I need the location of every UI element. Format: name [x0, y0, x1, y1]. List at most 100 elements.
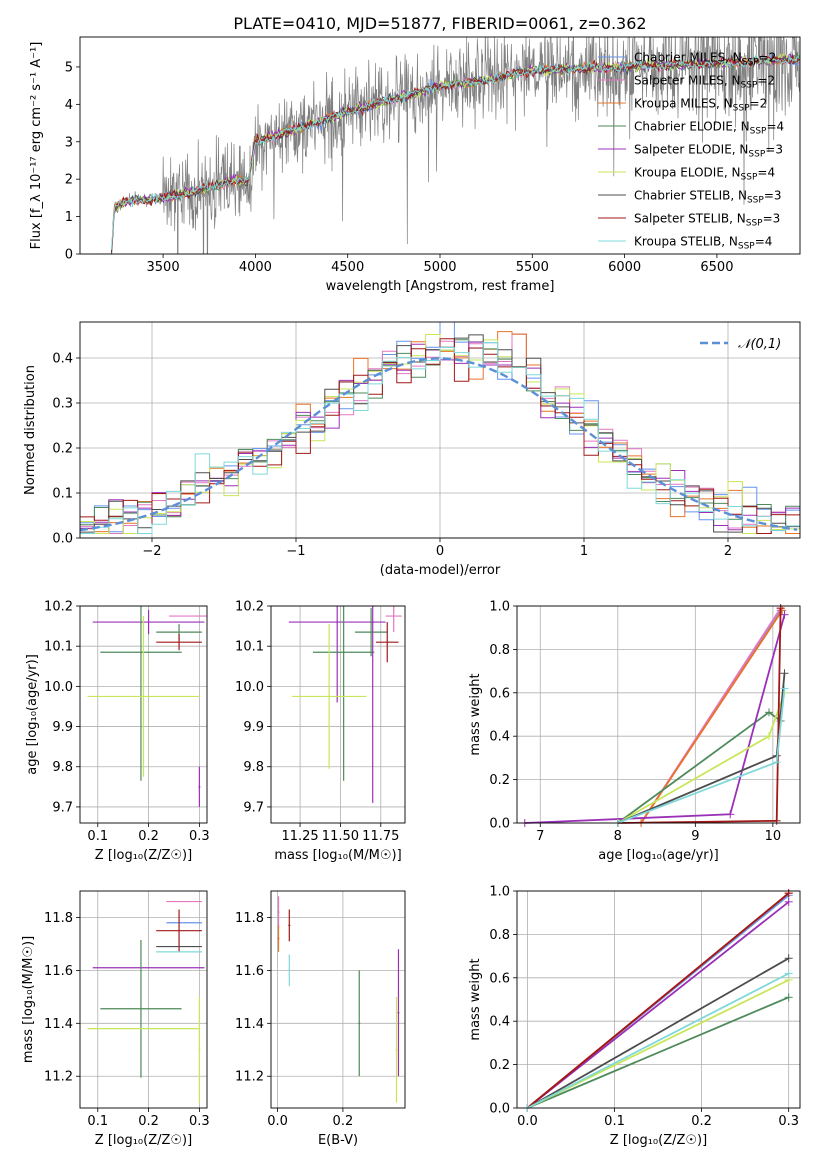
- age_vs_Z-ytick-label: 10.0: [44, 680, 73, 695]
- mass_vs_ebv-xtick-label: 0.0: [267, 1114, 288, 1129]
- mass_vs_ebv-errorbar: [277, 925, 280, 952]
- spectrum-xtick-label: 6000: [608, 260, 641, 275]
- age_vs_mass-ytick-label: 10.2: [235, 600, 264, 615]
- spectrum-ytick-label: 5: [65, 60, 73, 75]
- spectrum-xtick-label: 5500: [516, 260, 549, 275]
- residuals-xtick-label: −1: [286, 544, 305, 559]
- mass_weight_vs_age-ytick-label: 0.4: [489, 730, 510, 745]
- mass_vs_Z-frame: [79, 890, 208, 1109]
- legend-entry: Salpeter MILES, NSSP=2: [634, 74, 775, 91]
- mass_vs_Z-ytick-label: 11.8: [44, 911, 73, 926]
- figure-title: PLATE=0410, MJD=51877, FIBERID=0061, z=0…: [233, 14, 646, 33]
- legend-entry: Salpeter STELIB, NSSP=3: [634, 212, 780, 229]
- spectrum-ytick-label: 1: [65, 210, 73, 225]
- mass_weight_vs_age-point: [780, 610, 789, 619]
- age_vs_mass-errorbar: [385, 606, 402, 633]
- mass_weight_vs_age-point: [764, 732, 773, 741]
- mass_weight_vs_age-point: [772, 758, 781, 767]
- mass_weight_vs_age-point: [780, 669, 789, 678]
- age_vs_mass-ytick-label: 9.7: [243, 800, 264, 815]
- mass_weight_vs_Z-xtick-label: 0.3: [778, 1114, 799, 1129]
- mass_vs_ebv-ytick-label: 11.2: [235, 1070, 264, 1085]
- age_vs_mass-xtick-label: 11.25: [281, 829, 318, 844]
- mass_weight_vs_Z-series-line: [526, 957, 790, 1109]
- mass_vs_ebv-errorbar: [397, 949, 400, 1077]
- mass_vs_Z-ylabel: mass [log₁₀(M/M☉)]: [21, 936, 36, 1063]
- mass_weight_vs_Z-xlabel: Z [log₁₀(Z/Z☉)]: [610, 1133, 707, 1148]
- legend-entry: Salpeter ELODIE, NSSP=3: [634, 143, 783, 160]
- age_vs_mass-ytick-label: 9.9: [243, 720, 264, 735]
- age_vs_Z-xtick-label: 0.3: [189, 829, 210, 844]
- mass_vs_ebv-panel: 0.0 0.2 11.2 11.4 11.6 11.8 E(B-V): [235, 891, 405, 1148]
- residuals-ylabel: Normed distribution: [23, 365, 38, 495]
- mass_weight_vs_Z-ytick-label: 1.0: [489, 885, 510, 900]
- mass_vs_Z-xlabel: Z [log₁₀(Z/Z☉)]: [95, 1133, 192, 1148]
- age_vs_Z-ytick-label: 9.7: [52, 800, 73, 815]
- age_vs_mass-panel: 11.25 11.50 11.75 9.7 9.8 9.9 10.0 10.1 10.2 mass…: [235, 600, 405, 863]
- legend-entry: Chabrier STELIB, NSSP=3: [634, 189, 782, 206]
- mass_weight_vs_age-ytick-label: 0.2: [489, 773, 510, 788]
- age_vs_mass-frame: [270, 605, 406, 824]
- mass_vs_Z-ytick-label: 11.4: [44, 1017, 73, 1032]
- age_vs_Z-ytick-label: 10.1: [44, 640, 73, 655]
- residuals-ytick-label: 0.3: [52, 397, 73, 412]
- age_vs_Z-errorbar: [92, 610, 205, 635]
- age_vs_mass-ytick-label: 10.1: [235, 640, 264, 655]
- mass_vs_ebv-errorbar: [288, 954, 291, 987]
- mass_vs_Z-errorbar: [156, 909, 202, 952]
- mass_vs_ebv-errorbar: [358, 970, 361, 1077]
- mass_vs_ebv-errorbar: [288, 909, 291, 942]
- mass_weight_vs_age-xtick-label: 10: [765, 829, 782, 844]
- mass_weight_vs_Z-point: [784, 889, 793, 898]
- mass_weight_vs_Z-xtick-label: 0.1: [604, 1114, 625, 1129]
- residuals-ytick-label: 0.2: [52, 442, 73, 457]
- mass_weight_vs_Z-xtick-label: 0.0: [517, 1114, 538, 1129]
- mass_weight_vs_Z-series-line: [526, 972, 790, 1109]
- age_vs_Z-errorbar: [156, 634, 202, 651]
- mass_weight_vs_age-frame: [516, 605, 801, 824]
- age_vs_Z-frame: [79, 605, 208, 824]
- mass_weight_vs_Z-series-line: [526, 892, 790, 1109]
- age_vs_Z-ytick-label: 9.8: [52, 760, 73, 775]
- residuals-frame: [79, 321, 801, 539]
- mass_vs_Z-errorbar: [100, 939, 182, 1078]
- spectrum-xlabel: wavelength [Angstrom, rest frame]: [326, 279, 555, 294]
- residuals-ytick-label: 0.1: [52, 487, 73, 502]
- mass_weight_vs_age-point: [776, 604, 785, 613]
- mass_vs_Z-ytick-label: 11.6: [44, 964, 73, 979]
- mass_weight_vs_Z-frame: [516, 890, 801, 1109]
- mass_vs_Z-xtick-label: 0.1: [87, 1114, 108, 1129]
- age_vs_mass-ytick-label: 10.0: [235, 680, 264, 695]
- mass_weight_vs_Z-ytick-label: 0.2: [489, 1058, 510, 1073]
- spectrum-xtick-label: 4000: [239, 260, 272, 275]
- normal-curve-line: [80, 357, 798, 532]
- spectrum-ylabel: Flux [f_λ 10⁻¹⁷ erg cm⁻² s⁻¹ A⁻¹]: [29, 42, 44, 250]
- age_vs_Z-panel: 0.1 0.2 0.3 9.7 9.8 9.9 10.0 10.1 10.2 Z [log₁₀(Z…: [25, 600, 210, 864]
- spectrum-data-line: [98, 37, 800, 254]
- mass_vs_ebv-ytick-label: 11.6: [235, 964, 264, 979]
- mass_weight_vs_Z-ytick-label: 0.0: [489, 1102, 510, 1117]
- mass_weight_vs_age-xtick-label: 9: [691, 829, 699, 844]
- mass_weight_vs_age-point: [780, 684, 789, 693]
- mass_weight_vs_Z-series-line: [527, 979, 790, 1109]
- legend-entry: Chabrier MILES, NSSP=2: [634, 51, 776, 68]
- age_vs_mass-errorbar: [375, 622, 399, 663]
- mass_weight_vs_age-xtick-label: 8: [614, 829, 622, 844]
- mass_vs_ebv-errorbar: [277, 896, 280, 929]
- residuals-ytick-label: 0.4: [52, 352, 73, 367]
- age_vs_Z-ytick-label: 10.2: [44, 600, 73, 615]
- mass_weight_vs_Z-ytick-label: 0.8: [489, 928, 510, 943]
- residuals-ytick-label: 0.0: [52, 532, 73, 547]
- spectrum-xtick-label: 4500: [331, 260, 364, 275]
- mass_weight_vs_age-series-line: [524, 614, 786, 824]
- age_vs_mass-xtick-label: 11.50: [322, 829, 359, 844]
- mass_vs_ebv-xlabel: E(B-V): [318, 1133, 358, 1148]
- spectrum-xtick-label: 5000: [423, 260, 456, 275]
- mass_vs_ebv-xtick-label: 0.2: [333, 1114, 354, 1129]
- age_vs_mass-xtick-label: 11.75: [362, 829, 399, 844]
- mass_weight_vs_age-series-line: [617, 692, 786, 824]
- mass_weight_vs_age-point: [726, 810, 735, 819]
- mass_vs_Z-xtick-label: 0.3: [189, 1114, 210, 1129]
- age_vs_Z-xtick-label: 0.1: [87, 829, 108, 844]
